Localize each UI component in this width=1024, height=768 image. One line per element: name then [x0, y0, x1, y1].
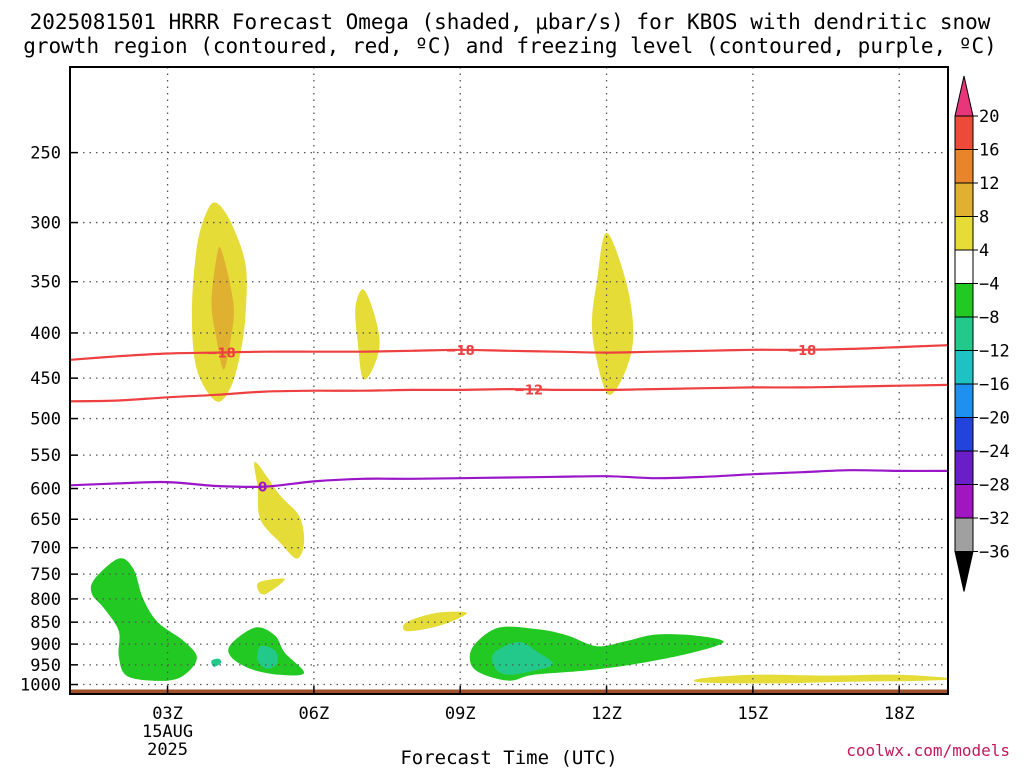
- temperature-contours: [70, 344, 948, 489]
- contour-label-text: −12: [514, 383, 543, 398]
- omega-region-8: [90, 558, 197, 681]
- colorbar-label: 8: [979, 208, 989, 228]
- omega-region-7: [693, 674, 948, 684]
- x-axis-label: Forecast Time (UTC): [400, 747, 617, 768]
- colorbar-label: 20: [979, 107, 999, 127]
- contour-labels: −18 −18 −18 −12 0: [207, 344, 816, 496]
- contour-label-text: −18: [207, 346, 236, 361]
- colorbar-bin: [954, 115, 974, 150]
- x-tick-label: 18Z: [884, 704, 915, 724]
- colorbar-label: −36: [979, 543, 1010, 563]
- x-tick-label: 06Z: [299, 704, 330, 724]
- y-tick-label: 750: [30, 565, 61, 585]
- colorbar-bin: [954, 383, 974, 418]
- below-ground-fill: [70, 689, 948, 694]
- x-tick-label: 12Z: [591, 704, 622, 724]
- y-tick-label: 550: [30, 446, 61, 466]
- colorbar-bin: [954, 249, 974, 284]
- contour-freezing-0: [70, 469, 948, 489]
- colorbar-label: −24: [979, 442, 1010, 462]
- colorbar-label: −4: [979, 275, 999, 295]
- y-tick-label: 250: [30, 144, 61, 164]
- y-tick-label: 400: [30, 324, 61, 344]
- y-tick-label: 700: [30, 539, 61, 559]
- contour-dendritic--18: [70, 344, 948, 361]
- grid: [70, 67, 948, 694]
- colorbar-bin: [954, 450, 974, 485]
- colorbar-label: −16: [979, 375, 1010, 395]
- surface-fill: [70, 689, 948, 694]
- y-tick-label: 350: [30, 273, 61, 293]
- y-tick-label: 450: [30, 369, 61, 389]
- x-tick-year: 2025: [147, 740, 188, 760]
- colorbar-bin: [954, 216, 974, 251]
- y-tick-label: 900: [30, 635, 61, 655]
- omega-colorbar: 20 16 12 8 4 −4 −8 −12 −16 −20 −24 −28 −32 −36: [954, 75, 1010, 592]
- omega-region-5: [257, 578, 285, 595]
- colorbar-bin: [954, 316, 974, 351]
- contour-label-text: −18: [787, 344, 816, 359]
- chart-title-line2: growth region (contoured, red, ºC) and f…: [23, 34, 997, 58]
- y-tick-label: 300: [30, 214, 61, 234]
- y-tick-label: 500: [30, 410, 61, 430]
- contour-label-text: −18: [446, 344, 475, 359]
- y-tick-label: 600: [30, 480, 61, 500]
- colorbar-bin: [954, 182, 974, 217]
- colorbar-label: −32: [979, 509, 1010, 529]
- omega-region-6: [402, 611, 467, 632]
- plot-area: −18 −18 −18 −12 0: [69, 66, 949, 695]
- chart-title-line1: 2025081501 HRRR Forecast Omega (shaded, …: [30, 10, 991, 34]
- contour-label-text: 0: [258, 481, 267, 496]
- credit-text: coolwx.com/models: [846, 741, 1010, 760]
- omega-region-2: [355, 289, 380, 380]
- colorbar-bin: [954, 283, 974, 318]
- colorbar-bin: [954, 484, 974, 519]
- omega-region-11: [257, 645, 278, 669]
- omega-region-1: [211, 246, 234, 370]
- x-tick-label: 15Z: [738, 704, 769, 724]
- contour-dendritic--12: [70, 383, 948, 403]
- omega-region-13: [492, 642, 553, 675]
- plot-frame: [69, 66, 949, 695]
- colorbar-label: 4: [979, 241, 989, 261]
- y-tick-label: 650: [30, 510, 61, 530]
- colorbar-label: 12: [979, 174, 999, 194]
- colorbar-bin: [954, 149, 974, 184]
- colorbar-bin: [954, 350, 974, 385]
- y-tick-label: 850: [30, 613, 61, 633]
- y-tick-label: 1000: [20, 676, 61, 696]
- colorbar-bin: [954, 517, 974, 552]
- colorbar-label: −8: [979, 308, 999, 328]
- colorbar-label: −28: [979, 476, 1010, 496]
- colorbar-label: 16: [979, 141, 999, 161]
- x-tick-label: 03Z: [152, 704, 183, 724]
- omega-region-3: [591, 232, 634, 395]
- y-tick-label: 800: [30, 590, 61, 610]
- x-tick-label: 09Z: [445, 704, 476, 724]
- colorbar-top-arrow: [954, 75, 974, 117]
- y-axis: 2503003504004505005506006507007508008509…: [20, 144, 78, 696]
- colorbar-label: −12: [979, 342, 1010, 362]
- colorbar-label: −20: [979, 409, 1010, 429]
- colorbar-bin: [954, 417, 974, 452]
- x-tick-date: 15AUG: [142, 722, 193, 742]
- y-tick-label: 950: [30, 656, 61, 676]
- colorbar-bottom-arrow: [954, 551, 974, 592]
